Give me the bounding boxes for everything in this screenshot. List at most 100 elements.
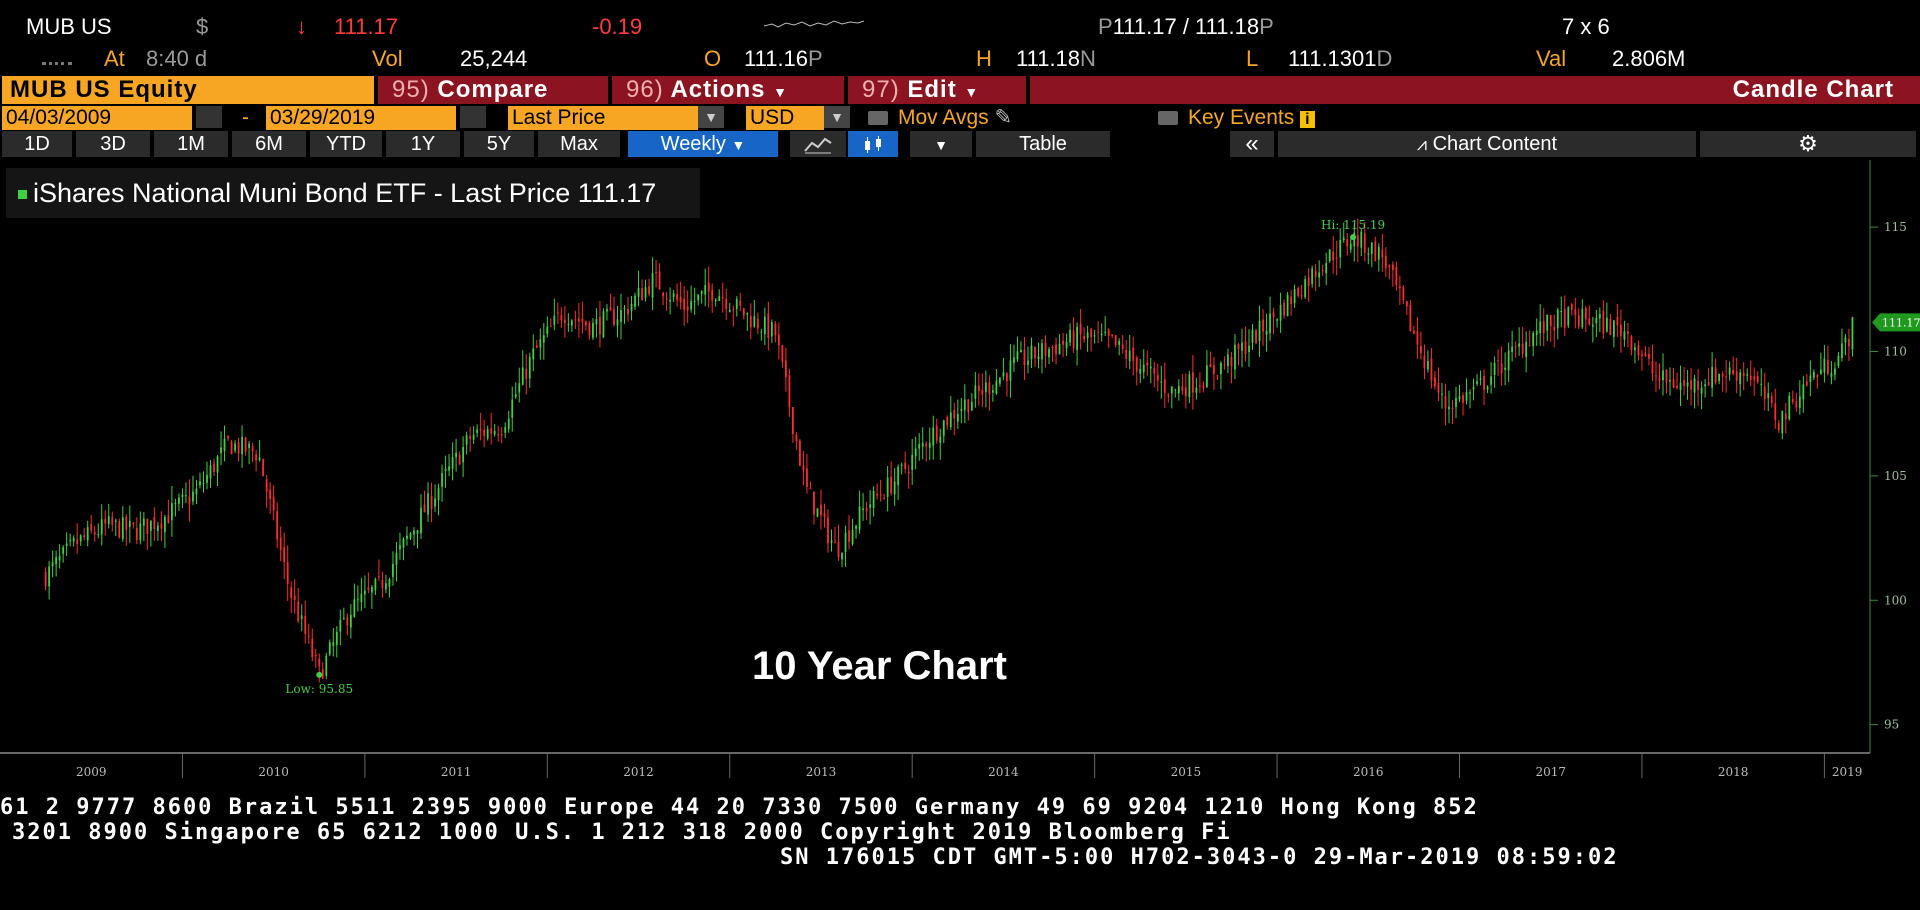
candle-body [525, 368, 528, 379]
period-1m[interactable]: 1M [154, 131, 228, 157]
candle-body [1507, 350, 1510, 371]
candle-body [1563, 308, 1566, 328]
last-price: 111.17 [334, 14, 399, 39]
end-date-calendar-icon[interactable] [458, 106, 486, 130]
candle-body [514, 394, 517, 397]
candle-body [1581, 308, 1584, 328]
candle-body [1356, 235, 1359, 247]
candle-body [55, 557, 58, 565]
settings-gear-icon[interactable]: ⚙ [1700, 131, 1916, 157]
field-dropdown-icon[interactable]: ▼ [698, 106, 724, 130]
field-select[interactable]: Last Price [508, 106, 698, 130]
period-ytd[interactable]: YTD [310, 131, 382, 157]
info-icon[interactable]: i [1300, 111, 1315, 128]
currency-dropdown-icon[interactable]: ▼ [824, 106, 850, 130]
candle-chart-icon[interactable] [848, 131, 898, 157]
edit-menu[interactable]: 97) Edit ▼ [848, 76, 1026, 104]
candle-body [455, 452, 457, 458]
candle-body [1307, 277, 1310, 286]
security-field[interactable]: MUB US Equity [2, 76, 374, 104]
candle-body [1174, 389, 1177, 391]
key-events-toggle[interactable]: Key Events i [1158, 106, 1315, 130]
date-separator: - [242, 106, 249, 129]
period-1d[interactable]: 1D [2, 131, 72, 157]
candle-body [1532, 332, 1535, 347]
candle-body [1770, 396, 1773, 403]
candle-body [1083, 336, 1086, 340]
chart-content-button[interactable]: ⩘ Chart Content [1278, 131, 1696, 157]
candle-body [1195, 387, 1198, 393]
key-events-checkbox[interactable] [1158, 111, 1178, 126]
candle-body [1227, 354, 1229, 367]
start-date-calendar-icon[interactable] [194, 106, 222, 130]
candle-body [1139, 369, 1142, 374]
end-date-input[interactable]: 03/29/2019 [266, 106, 456, 130]
price-chart[interactable]: 95 100 105 110 115 2009 2010 2011 2012 2013 2014 20… [0, 160, 1920, 790]
candle-body [293, 595, 296, 600]
candle-body [1346, 238, 1349, 247]
candle-body [188, 496, 191, 505]
collapse-button[interactable]: « [1230, 131, 1274, 157]
candle-body [276, 511, 279, 540]
candle-body [1076, 326, 1078, 351]
chart-legend[interactable]: iShares National Muni Bond ETF - Last Pr… [6, 168, 700, 218]
candle-body [981, 389, 984, 395]
currency-symbol: $ [196, 14, 209, 39]
candle-body [1286, 294, 1289, 316]
candle-body [939, 436, 942, 443]
legend-value: 111.17 [577, 178, 657, 208]
currency-select[interactable]: USD [746, 106, 824, 130]
mov-avgs-toggle[interactable]: Mov Avgs ✎ [868, 106, 1012, 130]
candle-body [1391, 264, 1394, 271]
candle-body [823, 513, 826, 517]
chart-style-dropdown-icon[interactable]: ▼ [910, 131, 972, 157]
candle-body [304, 615, 307, 634]
period-1y[interactable]: 1Y [386, 131, 460, 157]
mov-avgs-checkbox[interactable] [868, 111, 888, 126]
actions-menu[interactable]: 96) Actions ▼ [612, 76, 844, 104]
candle-body [1051, 347, 1054, 349]
candle-body [1062, 340, 1064, 345]
candle-body [1788, 395, 1791, 420]
candle-body [1290, 296, 1293, 305]
candle-body [711, 289, 714, 301]
start-date-input[interactable]: 04/03/2009 [2, 106, 192, 130]
candle-body [1237, 344, 1240, 350]
pencil-icon[interactable]: ✎ [994, 106, 1013, 129]
candle-body [146, 518, 149, 534]
line-chart-icon[interactable] [790, 131, 846, 157]
low-label: Low: 95.85 [285, 682, 353, 696]
chart-annotation: 10 Year Chart [752, 644, 1007, 688]
footer-line-2: 3201 8900 Singapore 65 6212 1000 U.S. 1 … [12, 820, 1232, 845]
candle-body [1704, 384, 1707, 387]
candle-body [370, 587, 373, 593]
compare-button[interactable]: 95) Compare [378, 76, 608, 104]
candle-body [532, 348, 535, 360]
table-button[interactable]: Table [976, 131, 1110, 157]
period-max[interactable]: Max [538, 131, 620, 157]
candle-body [616, 319, 619, 326]
period-6m[interactable]: 6M [232, 131, 306, 157]
candle-body [1304, 279, 1307, 298]
candle-body [1658, 378, 1661, 381]
candle-body [1570, 304, 1573, 310]
candle-body [279, 537, 282, 551]
period-5y[interactable]: 5Y [464, 131, 534, 157]
candle-body [1676, 386, 1678, 389]
candle-body [763, 316, 766, 335]
candle-body [1241, 342, 1243, 351]
candle-body [1213, 365, 1215, 375]
candle-body [1090, 328, 1093, 337]
candle-body [581, 318, 584, 323]
candle-body [86, 527, 89, 541]
candle-body [255, 454, 258, 461]
candle-body [760, 331, 763, 333]
frequency-select[interactable]: Weekly ▼ [628, 131, 778, 157]
period-3d[interactable]: 3D [76, 131, 150, 157]
candle-body [1651, 360, 1654, 374]
candle-body [297, 601, 300, 622]
candle-body [725, 298, 728, 309]
candle-body [1184, 387, 1187, 397]
candle-body [244, 437, 247, 452]
candle-body [518, 383, 521, 393]
